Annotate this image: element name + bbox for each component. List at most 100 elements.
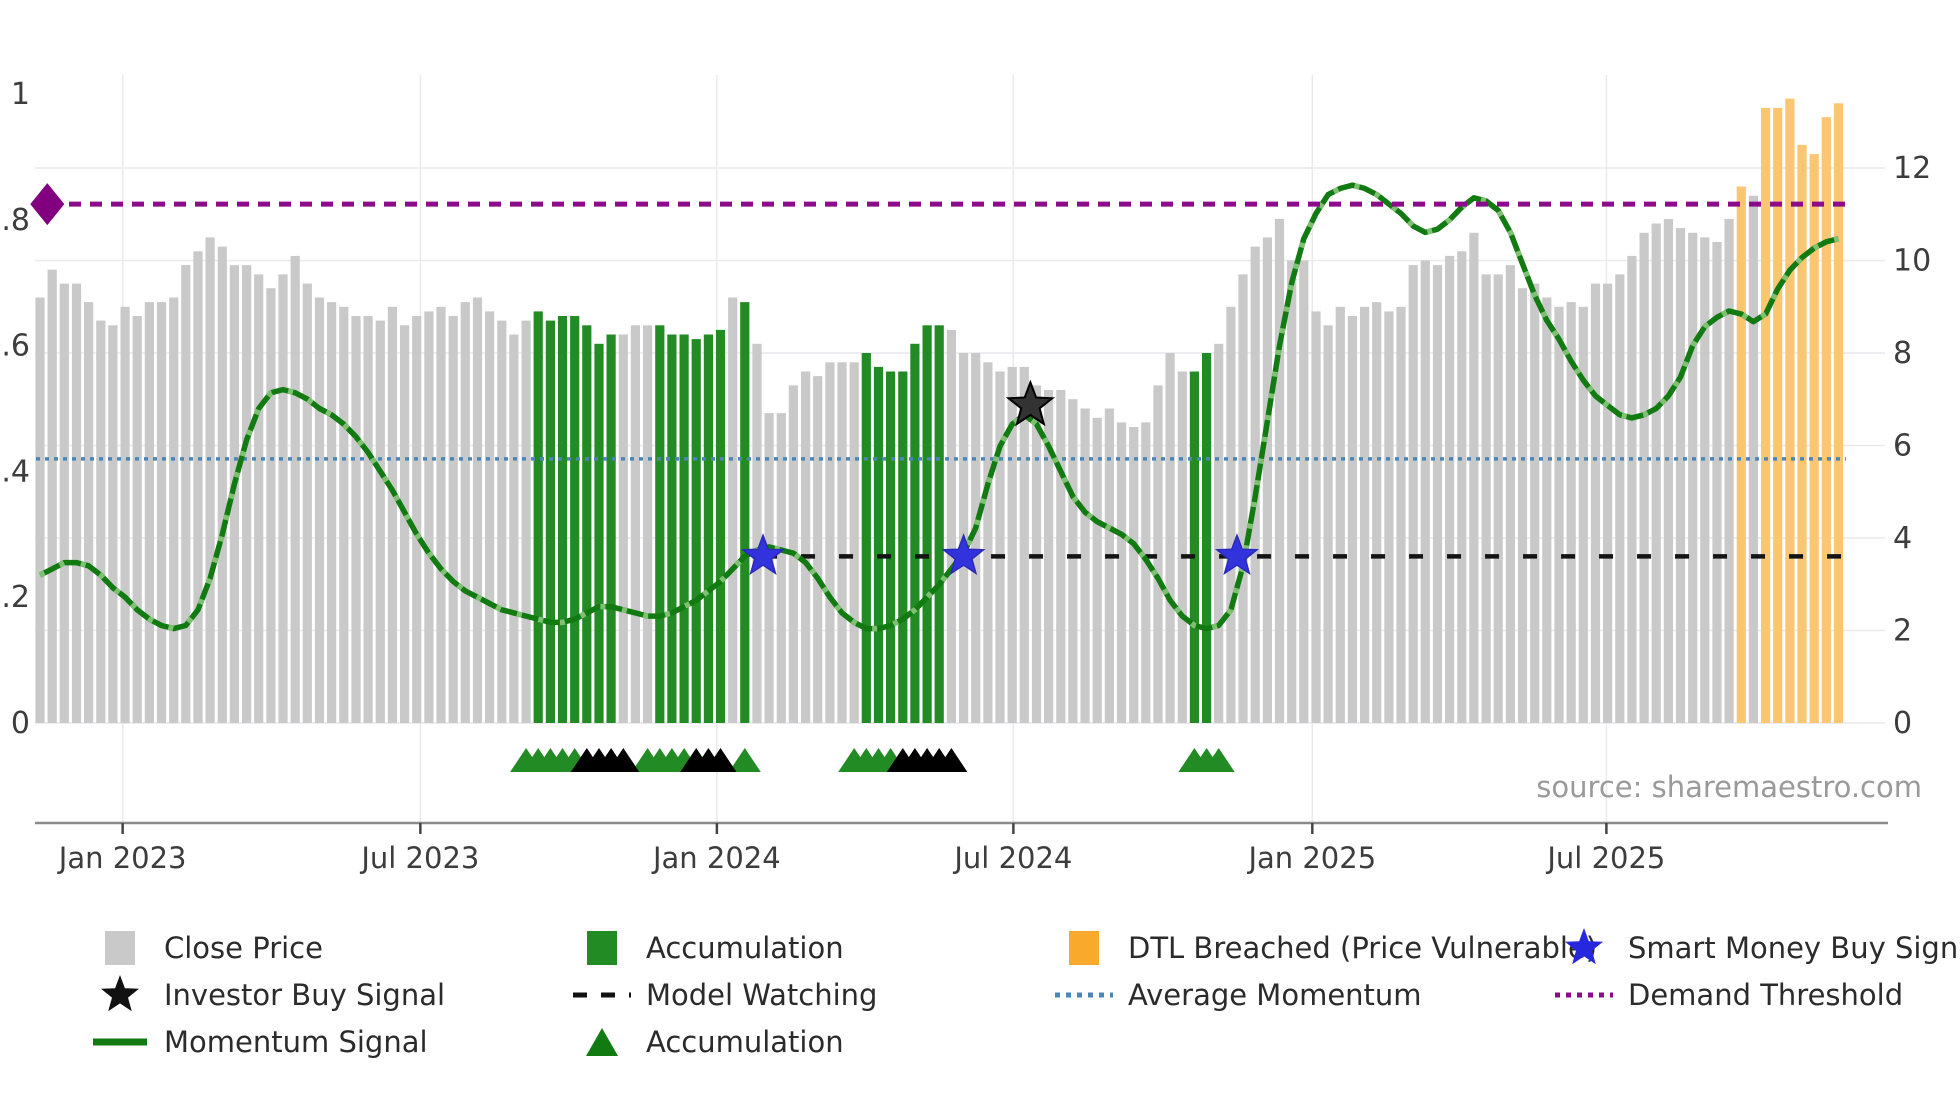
price-momentum-chart: Jan 2023 Jul 2023 Jan 2024 Jul 2024 Jan 2025… <box>0 75 1931 875</box>
close-price-bar <box>643 325 653 724</box>
black-triangle-icon <box>935 748 968 772</box>
source-attribution: source: sharemaestro.com <box>1536 770 1922 804</box>
accumulation-bar <box>740 302 750 723</box>
black-star-icon <box>101 975 139 1012</box>
left-axis-label: 0.2 <box>0 580 30 615</box>
close-price-bar <box>375 320 385 723</box>
close-price-bar <box>1603 283 1613 723</box>
close-price-bar <box>1748 195 1758 724</box>
orange-square-icon <box>1069 931 1099 965</box>
green-line-icon <box>93 1038 147 1046</box>
investor-buy-star-icon <box>1005 379 1056 427</box>
legend-item: Close Price <box>88 928 445 968</box>
close-price-bar <box>1177 371 1187 723</box>
legend-item: DTL Breached (Price Vulnerable) <box>1052 928 1597 968</box>
smart-money-buy-star-icon <box>941 533 986 576</box>
close-price-bar <box>1274 218 1285 723</box>
close-price-bar <box>1044 390 1054 723</box>
close-price-bar <box>1372 302 1382 723</box>
legend-item: Demand Threshold <box>1552 975 1960 1015</box>
x-axis-label: Jan 2024 <box>651 841 781 875</box>
close-price-bar <box>509 334 519 723</box>
accumulation-bar <box>667 334 677 723</box>
left-axis-label: 1 <box>11 77 30 112</box>
accumulation-bar <box>557 316 568 723</box>
close-price-bar <box>339 306 349 724</box>
close-price-bar <box>351 316 361 723</box>
close-price-bar <box>1104 408 1114 723</box>
legend-item: Average Momentum <box>1052 975 1597 1015</box>
close-price-bar <box>1663 218 1673 723</box>
close-price-bar <box>1420 260 1430 723</box>
accumulation-triangle-icon <box>1202 748 1235 772</box>
accumulation-bar <box>1202 353 1212 723</box>
close-price-bar <box>278 274 288 723</box>
close-price-bar <box>485 311 495 723</box>
accumulation-bar <box>922 325 932 724</box>
accumulation-bar <box>703 334 713 723</box>
close-price-bar <box>521 320 531 723</box>
close-price-bar <box>1554 306 1564 724</box>
close-price-bar <box>1408 265 1418 723</box>
close-price-bar <box>1432 265 1443 723</box>
close-price-bar <box>1615 274 1625 723</box>
accumulation-bar <box>861 353 871 723</box>
left-axis-label: 0.6 <box>0 329 30 364</box>
legend-label: Demand Threshold <box>1628 978 1904 1012</box>
close-price-bar <box>1153 385 1163 723</box>
close-price-bar <box>1311 311 1321 723</box>
close-price-bar <box>327 302 337 723</box>
close-price-bar <box>144 302 154 723</box>
dtl-breached-bar <box>1773 107 1783 723</box>
close-price-bar <box>618 334 628 723</box>
close-price-bar <box>1639 232 1649 724</box>
close-price-bar <box>1566 302 1576 723</box>
legend-item: Model Watching <box>570 975 877 1015</box>
close-price-bar <box>193 251 203 724</box>
close-price-bar <box>169 297 179 723</box>
legend-item: Investor Buy Signal <box>88 975 445 1015</box>
close-price-bar <box>242 265 252 723</box>
legend-marker <box>570 928 634 968</box>
close-price-bar <box>1627 255 1637 723</box>
x-axis-label: Jan 2023 <box>57 841 187 875</box>
smart-money-buy-star-icon <box>741 533 786 576</box>
green-triangle-icon <box>586 1028 618 1056</box>
close-price-bar <box>1712 242 1722 723</box>
close-price-bar <box>412 316 422 723</box>
close-price-bar <box>181 265 191 723</box>
legend-marker <box>570 975 634 1015</box>
close-price-bar <box>983 362 993 724</box>
close-price-bar <box>1238 274 1248 723</box>
close-price-bar <box>1688 232 1698 724</box>
dtl-breached-bar <box>1797 144 1807 723</box>
blue-star-icon <box>1565 928 1603 965</box>
legend-marker <box>88 975 152 1015</box>
close-price-bar <box>1481 274 1491 723</box>
right-axis-label: 6 <box>1893 429 1912 464</box>
dtl-breached-bar <box>1821 117 1831 724</box>
legend-label: Average Momentum <box>1128 978 1422 1012</box>
close-price-bar <box>400 325 410 724</box>
close-price-bar <box>946 329 956 723</box>
close-price-bar <box>728 297 738 723</box>
close-price-bar <box>1530 283 1540 723</box>
close-price-bar <box>837 362 847 724</box>
accumulation-bar <box>910 343 920 724</box>
close-price-bar <box>1287 260 1297 723</box>
close-price-bar <box>1724 218 1734 723</box>
legend-label: Accumulation <box>646 1025 844 1059</box>
close-price-bar <box>1129 427 1139 723</box>
chart-legend: Close Price Investor Buy Signal Momentum S… <box>0 928 1960 1102</box>
accumulation-bar <box>570 316 580 723</box>
accumulation-bar <box>545 320 555 723</box>
close-price-bar <box>1517 288 1528 723</box>
close-price-bar <box>254 274 264 723</box>
green-square-icon <box>587 931 617 965</box>
legend-column: Smart Money Buy Signal Demand Threshold <box>1552 928 1960 1015</box>
close-price-bar <box>156 302 167 723</box>
close-price-bar <box>205 237 215 723</box>
close-price-bar <box>1007 366 1017 723</box>
close-price-bar <box>1214 343 1224 724</box>
dtl-breached-bar <box>1833 103 1844 724</box>
